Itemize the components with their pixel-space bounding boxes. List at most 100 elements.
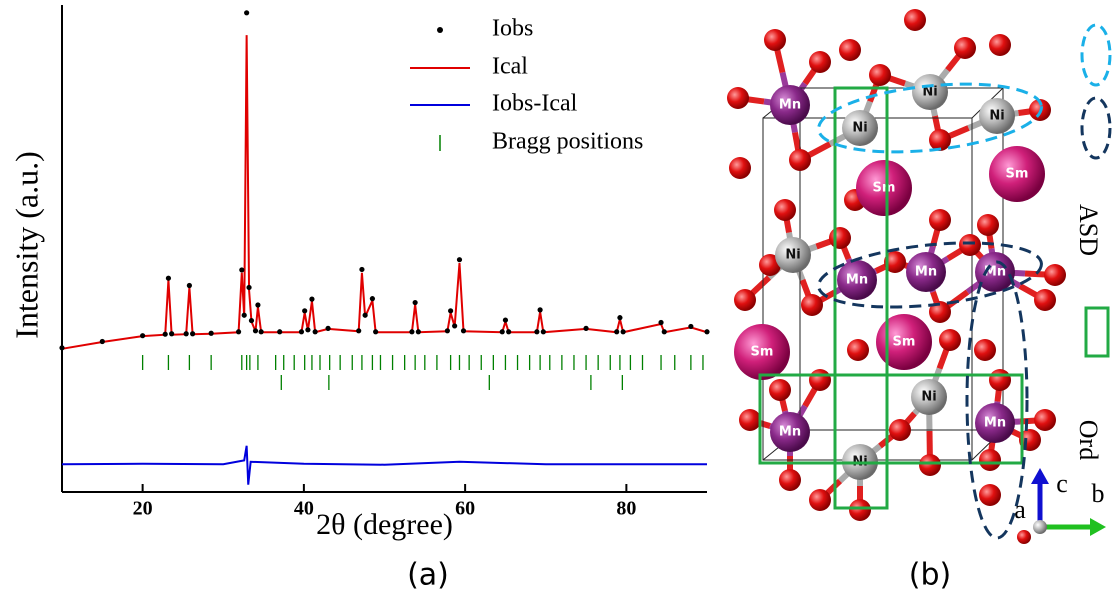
data-point — [499, 329, 505, 335]
xrd-plot: 20 40 60 80 2θ (degree) Intensity (a.u.) Iobs I… — [8, 5, 710, 541]
data-point — [506, 329, 512, 335]
data-point — [241, 312, 247, 318]
axis-a: a — [1014, 495, 1026, 524]
data-point — [99, 338, 105, 345]
legend-asd-light — [1080, 23, 1112, 87]
x-tick-label: 40 — [294, 498, 314, 520]
oxygen-atom — [779, 469, 801, 491]
data-point — [537, 307, 543, 313]
atom — [837, 260, 877, 300]
structure-legend: ASD Ord — [1074, 23, 1112, 460]
data-point — [452, 323, 458, 329]
a-axis — [1017, 530, 1031, 544]
axis-c: c — [1056, 469, 1068, 498]
data-point — [302, 308, 308, 314]
data-point — [277, 329, 283, 335]
data-point — [359, 266, 365, 273]
data-point — [456, 257, 463, 263]
origin — [1033, 520, 1047, 534]
atom — [989, 146, 1045, 202]
oxygen-atom — [727, 87, 749, 109]
data-point — [583, 325, 589, 331]
legend-label: Iobs — [492, 16, 533, 42]
data-point — [246, 284, 252, 291]
data-point — [688, 323, 694, 330]
atom — [734, 324, 790, 380]
oxygen-atom — [734, 289, 756, 311]
data-point — [534, 329, 540, 335]
data-point — [540, 329, 546, 335]
data-point — [325, 325, 331, 331]
x-axis-label: 2θ (degree) — [316, 508, 453, 541]
y-axis-label: Intensity (a.u.) — [8, 151, 44, 339]
legend-label: Ical — [492, 54, 528, 80]
legend-label: Bragg positions — [492, 129, 643, 155]
atom-label: Sm — [873, 181, 896, 196]
atom-label: Ni — [785, 248, 800, 263]
oxygen-atom — [809, 489, 831, 511]
data-point — [373, 329, 379, 335]
oxygen-atom — [904, 9, 926, 31]
data-point — [169, 331, 175, 337]
oxygen-atom — [1044, 264, 1066, 286]
atom-label: Ni — [852, 121, 867, 136]
atom-label: Ni — [989, 109, 1004, 124]
oxygen-atom — [929, 301, 951, 323]
oxygen-atom — [789, 149, 811, 171]
atom-label: Mn — [984, 416, 1006, 431]
axis-b: b — [1092, 479, 1105, 508]
data-point — [305, 327, 311, 333]
legend-asd: ASD — [1074, 204, 1103, 256]
series-line — [61, 35, 708, 350]
oxygen-atom — [759, 254, 781, 276]
data-point — [244, 10, 250, 16]
asd-ellipses — [817, 82, 1043, 540]
atom — [775, 237, 811, 273]
data-point — [614, 329, 620, 335]
oxygen-atom — [884, 251, 906, 273]
oxygen-atom — [809, 51, 831, 73]
x-tick-label: 80 — [616, 498, 636, 520]
oxygen-atom — [849, 499, 871, 521]
data-point — [617, 315, 623, 321]
series-line — [61, 445, 707, 485]
data-point — [186, 282, 192, 289]
atom — [911, 379, 947, 415]
legend-symbol — [437, 27, 443, 33]
oxygen-atom — [974, 339, 996, 361]
atom — [856, 160, 912, 216]
legend-ord: Ord — [1074, 420, 1103, 460]
oxygen-atom — [809, 369, 831, 391]
x-tick-label: 60 — [455, 498, 475, 520]
oxygen-atom — [869, 64, 891, 86]
data-point — [183, 331, 189, 337]
legend-asd-dark — [1080, 96, 1112, 160]
oxygen-atom — [729, 157, 751, 179]
atom-label: Sm — [893, 335, 916, 350]
data-point — [356, 328, 362, 334]
panel-label: (b) — [909, 558, 951, 593]
data-point — [255, 302, 261, 308]
oxygen-atom — [929, 209, 951, 231]
oxygen-atom — [739, 409, 761, 431]
data-point — [415, 329, 421, 335]
atom-label: Sm — [751, 345, 774, 360]
atom — [876, 314, 932, 370]
oxygen-atom — [939, 329, 961, 351]
legend-label: Iobs-Ical — [492, 91, 578, 117]
oxygen-atom — [801, 294, 823, 316]
data-point — [661, 329, 667, 335]
data-point — [312, 329, 318, 335]
data-point — [362, 312, 368, 318]
atom — [979, 98, 1015, 134]
data-point — [235, 329, 242, 335]
data-point — [140, 333, 146, 339]
data-point — [239, 267, 245, 273]
atom-label: Ni — [921, 390, 936, 405]
oxygen-atom — [989, 369, 1011, 391]
ordering-boxes — [758, 86, 1024, 510]
oxygen-atom — [979, 449, 1001, 471]
